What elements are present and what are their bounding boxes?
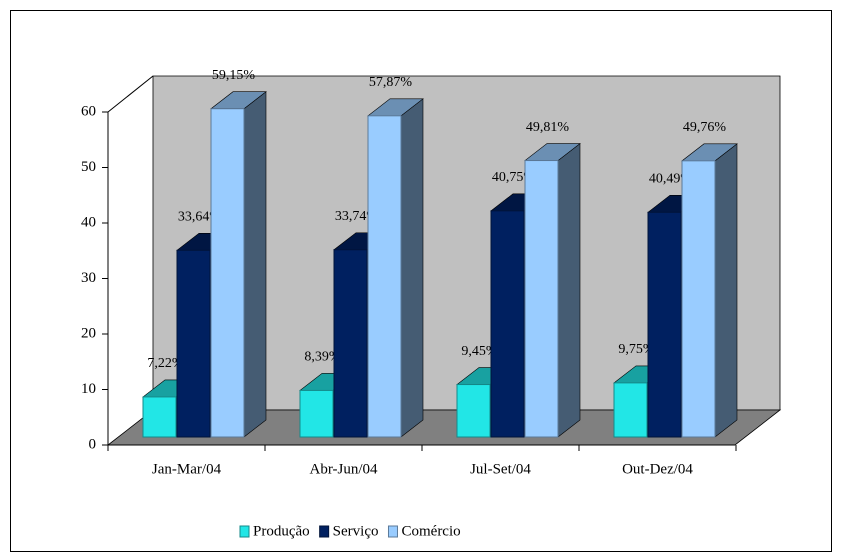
bar-side (243, 91, 267, 438)
y-tick-label: 0 (89, 436, 97, 452)
bar-side (714, 143, 738, 438)
bar (299, 389, 334, 438)
bar (490, 210, 525, 438)
bar (210, 108, 245, 438)
data-label: 7,22% (147, 356, 184, 371)
y-tick-label: 60 (81, 103, 96, 119)
data-label: 9,45% (461, 344, 498, 359)
legend-swatch (387, 525, 398, 538)
y-tick-label: 40 (81, 214, 96, 230)
bar (524, 160, 559, 438)
legend-label: Serviço (333, 523, 379, 539)
bar (681, 160, 716, 438)
bar (176, 249, 211, 438)
legend-label: Produção (253, 523, 310, 539)
bar (333, 249, 368, 438)
data-label: 8,39% (304, 350, 341, 365)
data-label: 49,76% (683, 120, 727, 135)
legend-swatch (239, 525, 250, 538)
x-tick-label: Out-Dez/04 (622, 461, 693, 477)
bar (647, 211, 682, 438)
legend-swatch (319, 525, 330, 538)
bar-side (557, 142, 581, 438)
bar (367, 115, 402, 438)
y-tick-label: 50 (81, 159, 96, 175)
bar-side (400, 98, 424, 438)
y-tick-label: 30 (81, 270, 96, 286)
bar (456, 384, 491, 438)
data-label: 57,87% (369, 75, 413, 90)
x-tick-label: Jul-Set/04 (470, 461, 531, 477)
bar (613, 382, 648, 438)
legend-label: Comércio (401, 523, 460, 539)
data-label: 49,81% (526, 120, 570, 135)
data-label: 9,75% (618, 342, 655, 357)
data-label: 59,15% (212, 68, 256, 83)
bar (142, 396, 177, 438)
side-edge (107, 75, 154, 113)
x-tick-label: Abr-Jun/04 (309, 461, 378, 477)
y-tick-label: 10 (81, 381, 96, 397)
x-tick-label: Jan-Mar/04 (152, 461, 222, 477)
y-tick-label: 20 (81, 325, 96, 341)
